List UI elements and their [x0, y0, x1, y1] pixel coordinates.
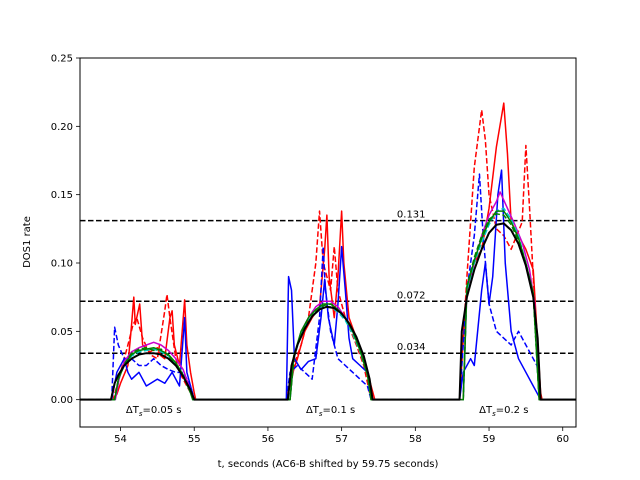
- series-line-8: [80, 222, 576, 401]
- y-axis: 0.00 0.05 0.10 0.15 0.20 0.25: [51, 54, 80, 406]
- annotation-rest: =0.2 s: [496, 405, 529, 416]
- series-line-4: [80, 191, 576, 401]
- x-tick-label: 60: [556, 434, 569, 445]
- annotation-rest: =0.1 s: [323, 405, 356, 416]
- x-tick-label: 57: [335, 434, 348, 445]
- x-axis-label: t, seconds (AC6-B shifted by 59.75 secon…: [218, 459, 439, 470]
- x-tick-label: 54: [114, 434, 127, 445]
- series-group: [80, 102, 576, 401]
- series-line-3: [80, 173, 576, 401]
- y-tick-label: 0.25: [51, 54, 73, 65]
- series-line-2: [80, 169, 576, 401]
- annotation-rest: =0.05 s: [142, 405, 181, 416]
- series-line-0: [80, 102, 576, 401]
- y-tick-label: 0.20: [51, 122, 73, 133]
- reference-line-label: 0.072: [397, 290, 426, 301]
- x-axis: 54 55 56 57 58 59 60: [114, 427, 569, 445]
- x-tick-label: 56: [262, 434, 275, 445]
- series-line-7: [80, 213, 576, 401]
- y-tick-label: 0.15: [51, 190, 73, 201]
- y-tick-label: 0.05: [51, 327, 73, 338]
- annotation-subscript: s: [139, 410, 143, 418]
- x-tick-label: 59: [483, 434, 496, 445]
- series-line-1: [80, 109, 576, 401]
- annotation-text: ΔT: [126, 405, 140, 416]
- annotation-subscript: s: [319, 410, 323, 418]
- annotation-text: ΔT: [479, 405, 493, 416]
- y-tick-label: 0.00: [51, 395, 73, 406]
- plot-frame: [79, 57, 577, 428]
- x-tick-label: 58: [409, 434, 422, 445]
- annotations: ΔTs=0.05 s ΔTs=0.1 s ΔTs=0.2 s: [126, 405, 529, 418]
- y-tick-label: 0.10: [51, 259, 73, 270]
- annotation-label: ΔTs=0.05 s: [126, 405, 182, 418]
- reference-line-labels: 0.131 0.072 0.034: [397, 210, 426, 354]
- annotation-label: ΔTs=0.1 s: [306, 405, 355, 418]
- annotation-text: ΔT: [306, 405, 320, 416]
- annotation-label: ΔTs=0.2 s: [479, 405, 528, 418]
- x-tick-label: 55: [188, 434, 201, 445]
- annotation-subscript: s: [492, 410, 496, 418]
- y-axis-label: DOS1 rate: [22, 216, 33, 268]
- reference-line-label: 0.131: [397, 210, 426, 221]
- reference-line-label: 0.034: [397, 342, 426, 353]
